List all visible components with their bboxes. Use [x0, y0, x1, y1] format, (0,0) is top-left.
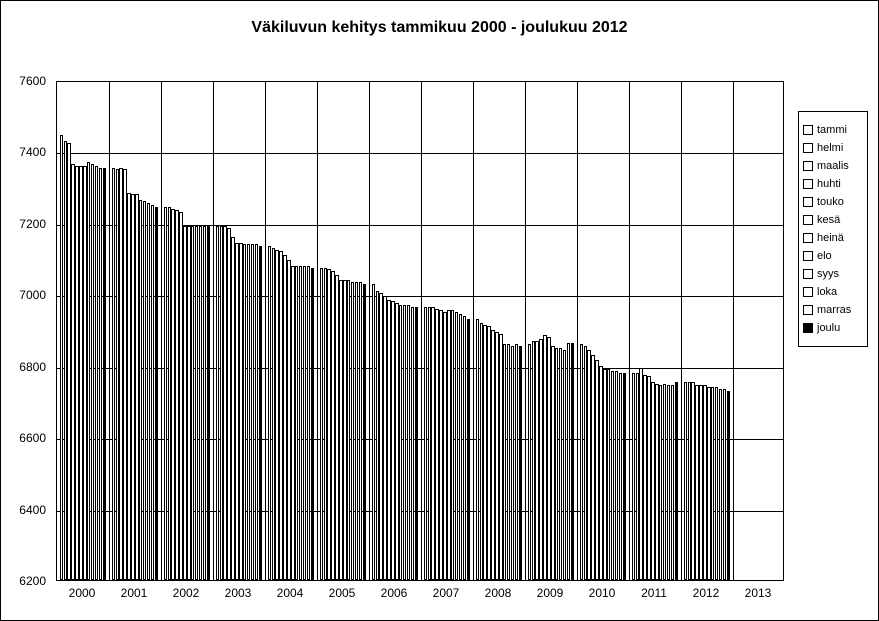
x-tick-label: 2009: [537, 586, 564, 600]
legend-label: syys: [817, 268, 839, 280]
x-tick-label: 2001: [121, 586, 148, 600]
legend-label: marras: [817, 304, 851, 316]
x-tick-label: 2008: [485, 586, 512, 600]
y-tick-label: 6400: [0, 503, 46, 517]
legend-label: loka: [817, 286, 837, 298]
legend-item: joulu: [803, 322, 863, 334]
y-tick-label: 6200: [0, 574, 46, 588]
legend-item: heinä: [803, 232, 863, 244]
bars: [57, 82, 783, 580]
x-tick-label: 2006: [381, 586, 408, 600]
bar: [675, 382, 679, 580]
legend-swatch: [803, 269, 813, 279]
bar: [103, 168, 107, 581]
legend-item: maalis: [803, 160, 863, 172]
legend-item: touko: [803, 196, 863, 208]
legend-label: maalis: [817, 160, 849, 172]
bar: [571, 343, 575, 581]
legend-label: touko: [817, 196, 844, 208]
bar: [207, 226, 211, 580]
bar: [311, 268, 315, 581]
legend-label: heinä: [817, 232, 844, 244]
x-tick-label: 2005: [329, 586, 356, 600]
legend-label: kesä: [817, 214, 840, 226]
legend: tammi helmi maalis huhti touko kesä heinä elo sy…: [798, 111, 868, 347]
legend-label: tammi: [817, 124, 847, 136]
legend-swatch: [803, 161, 813, 171]
legend-item: elo: [803, 250, 863, 262]
bar: [363, 284, 367, 580]
legend-swatch: [803, 179, 813, 189]
legend-swatch: [803, 251, 813, 261]
x-tick-label: 2007: [433, 586, 460, 600]
chart-title: Väkiluvun kehitys tammikuu 2000 - jouluk…: [1, 19, 878, 37]
bar: [415, 307, 419, 580]
legend-item: helmi: [803, 142, 863, 154]
legend-swatch: [803, 197, 813, 207]
legend-swatch: [803, 287, 813, 297]
legend-item: huhti: [803, 178, 863, 190]
bar: [623, 373, 627, 580]
legend-swatch: [803, 143, 813, 153]
legend-item: marras: [803, 304, 863, 316]
bar: [727, 391, 731, 580]
legend-item: loka: [803, 286, 863, 298]
x-tick-label: 2004: [277, 586, 304, 600]
legend-item: syys: [803, 268, 863, 280]
bar: [467, 319, 471, 580]
x-tick-label: 2011: [641, 586, 667, 600]
x-tick-label: 2002: [173, 586, 200, 600]
legend-label: elo: [817, 250, 832, 262]
legend-swatch: [803, 305, 813, 315]
chart-container: Väkiluvun kehitys tammikuu 2000 - jouluk…: [0, 0, 879, 621]
legend-item: tammi: [803, 124, 863, 136]
x-tick-label: 2010: [589, 586, 616, 600]
x-tick-label: 2000: [69, 586, 96, 600]
legend-swatch: [803, 233, 813, 243]
x-tick-label: 2003: [225, 586, 252, 600]
legend-item: kesä: [803, 214, 863, 226]
y-tick-label: 6800: [0, 360, 46, 374]
legend-swatch: [803, 125, 813, 135]
bar: [155, 207, 159, 580]
bar: [259, 246, 263, 580]
y-tick-label: 7400: [0, 145, 46, 159]
bar: [519, 346, 523, 580]
x-tick-label: 2013: [745, 586, 772, 600]
legend-swatch: [803, 215, 813, 225]
y-tick-label: 7200: [0, 217, 46, 231]
legend-label: huhti: [817, 178, 841, 190]
y-tick-label: 7600: [0, 74, 46, 88]
x-tick-label: 2012: [693, 586, 720, 600]
y-tick-label: 7000: [0, 288, 46, 302]
legend-label: joulu: [817, 322, 840, 334]
legend-swatch: [803, 323, 813, 333]
plot-area: [56, 81, 784, 581]
legend-label: helmi: [817, 142, 843, 154]
y-tick-label: 6600: [0, 431, 46, 445]
